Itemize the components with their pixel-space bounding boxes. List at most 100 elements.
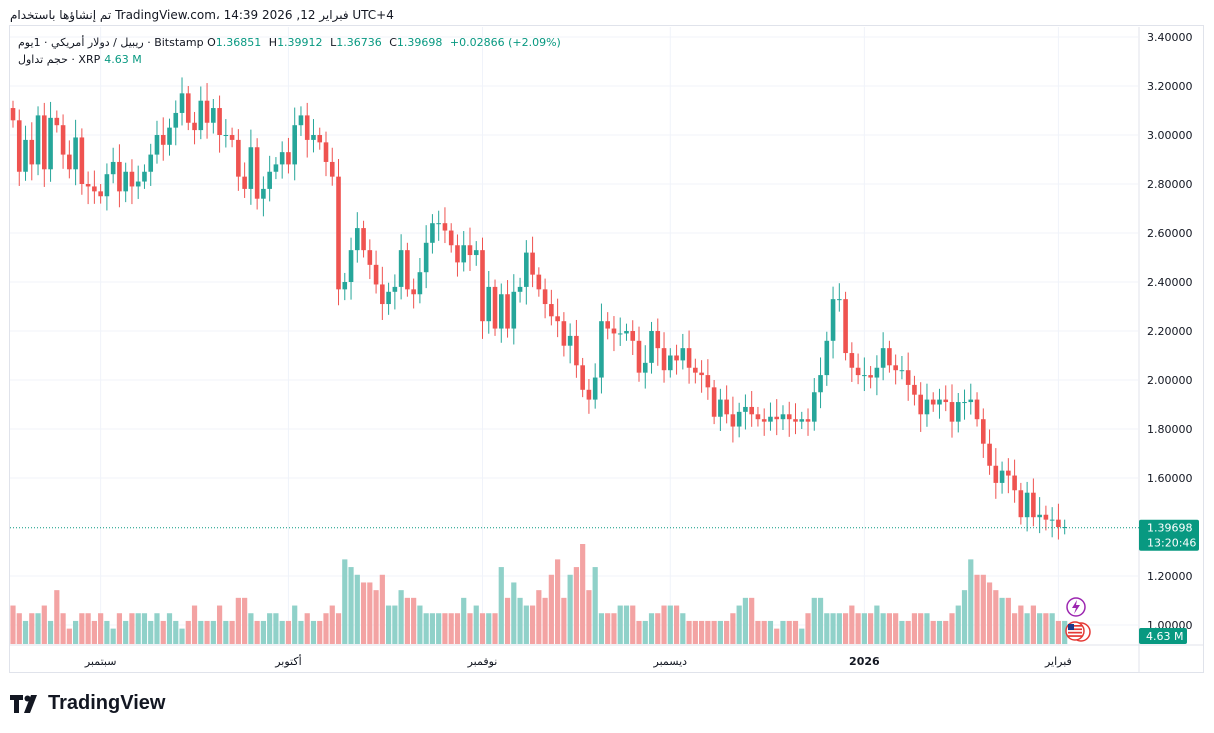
candle-body <box>536 274 542 290</box>
candle-body <box>254 147 260 199</box>
candle-body <box>380 284 385 305</box>
y-tick-label: 2.80000 <box>1147 178 1193 191</box>
volume-bar <box>354 574 360 644</box>
candle-body <box>511 291 517 329</box>
volume-bar <box>423 613 429 644</box>
volume-bar <box>60 613 66 644</box>
high-value: 1.39912 <box>277 36 323 49</box>
candle-body <box>974 399 980 420</box>
volume-bar <box>667 605 673 644</box>
candle-body <box>67 154 72 170</box>
volume-bar <box>411 597 417 644</box>
candle-body <box>524 252 529 287</box>
volume-badge <box>1139 628 1187 644</box>
candle-body <box>855 367 861 376</box>
volume-bar <box>1062 620 1068 644</box>
candle-body <box>317 135 323 143</box>
volume-bar <box>968 559 974 644</box>
volume-bar <box>154 613 160 644</box>
candle-body <box>492 286 498 329</box>
volume-bar <box>742 597 749 644</box>
volume-bar <box>736 605 742 644</box>
volume-bar <box>129 613 135 644</box>
volume-bar <box>104 620 110 644</box>
candle-body <box>943 399 949 403</box>
candle-body <box>85 184 91 187</box>
candle-body <box>79 137 85 184</box>
candle-body <box>123 171 128 192</box>
volume-bar <box>116 613 123 644</box>
volume-bar <box>580 544 586 644</box>
low-label: L <box>330 36 337 49</box>
candle-body <box>730 414 736 427</box>
candle-body <box>549 304 554 317</box>
volume-bar <box>529 605 536 644</box>
candle-body <box>868 375 873 378</box>
candle-body <box>423 242 429 273</box>
volume-bar <box>498 567 504 644</box>
volume-bar <box>1024 613 1030 644</box>
volume-bar <box>642 620 648 644</box>
symbol-label[interactable]: ريبيل / دولار أمريكي · 1يوم · Bitstamp <box>18 36 204 49</box>
candle-body <box>73 137 78 170</box>
candle-body <box>16 120 22 172</box>
candle-body <box>1006 470 1011 476</box>
tradingview-logo-icon <box>10 694 37 713</box>
volume-label[interactable]: حجم تداول · XRP <box>18 53 101 66</box>
volume-bar <box>1030 605 1036 644</box>
candle-body <box>611 328 617 334</box>
volume-bar <box>930 620 936 644</box>
volume-bar <box>342 559 348 644</box>
volume-bar <box>630 605 636 644</box>
candle-body <box>705 375 711 388</box>
volume-bar <box>548 574 554 644</box>
volume-bar <box>123 620 129 644</box>
candle-body <box>586 389 592 400</box>
volume-bar <box>993 590 999 644</box>
volume-bar <box>1012 613 1018 644</box>
candle-body <box>849 353 855 368</box>
volume-bar <box>611 613 617 644</box>
bar-countdown: 13:20:46 <box>1147 537 1196 550</box>
volume-bar <box>561 597 567 644</box>
volume-bar <box>292 605 298 644</box>
volume-bar <box>461 597 467 644</box>
y-tick-label: 2.60000 <box>1147 227 1193 240</box>
volume-bar <box>936 620 943 644</box>
volume-bar <box>648 613 655 644</box>
volume-bar <box>899 620 905 644</box>
volume-bar <box>35 613 41 644</box>
volume-bar <box>235 597 241 644</box>
chart-caption: تم إنشاؤها باستخدام TradingView.com، 14:… <box>10 8 394 22</box>
y-tick-label: 3.20000 <box>1147 80 1193 93</box>
open-label: O <box>207 36 216 49</box>
candle-body <box>905 370 911 385</box>
volume-bar <box>780 620 786 644</box>
volume-bar <box>861 613 867 644</box>
volume-bar <box>980 574 986 644</box>
x-tick-label: فبراير <box>1044 655 1072 668</box>
candle-body <box>267 171 272 189</box>
candle-body <box>367 250 373 265</box>
volume-bar <box>830 613 836 644</box>
candle-body <box>680 348 686 361</box>
volume-bar <box>486 613 492 644</box>
candle-body <box>793 419 798 422</box>
volume-bar <box>66 628 72 644</box>
candle-body <box>167 127 172 145</box>
candle-body <box>599 321 604 378</box>
chart-frame <box>9 25 1204 673</box>
volume-bar <box>986 582 993 644</box>
x-tick-label: سبتمبر <box>84 655 117 668</box>
candle-body <box>248 147 254 189</box>
volume-bar <box>492 613 498 644</box>
tradingview-logo: TradingView <box>10 692 165 715</box>
last-price-value: 1.39698 <box>1147 522 1193 535</box>
volume-bar <box>79 613 85 644</box>
candle-body <box>1062 527 1067 528</box>
y-tick-label: 1.60000 <box>1147 472 1193 485</box>
volume-bar <box>817 597 824 644</box>
flag-stripe <box>1068 628 1082 631</box>
volume-bar <box>868 613 874 644</box>
